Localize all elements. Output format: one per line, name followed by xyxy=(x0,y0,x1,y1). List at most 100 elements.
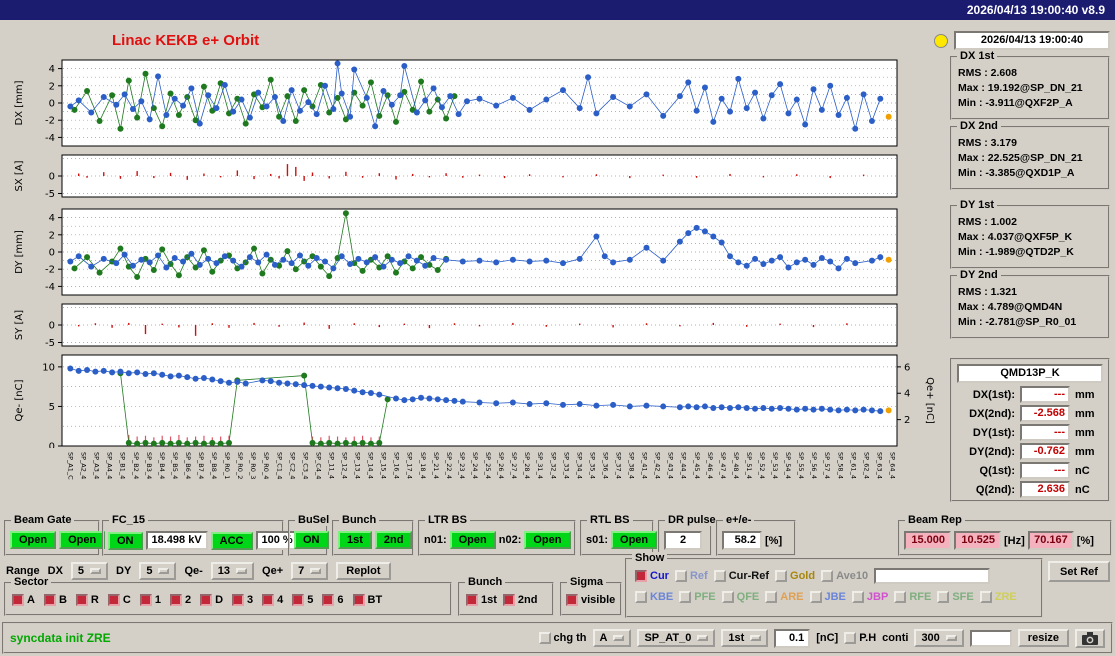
stat-panel-dx-1st: DX 1st RMS : 2.608 Max : 19.192@SP_DN_21… xyxy=(950,50,1110,120)
checkbox-label: QFE xyxy=(736,591,760,603)
checkbox-indicator-icon xyxy=(75,594,88,606)
beam-gate-1-button[interactable]: Open xyxy=(10,531,57,549)
checkbox-2[interactable]: 2 xyxy=(169,594,191,606)
checkbox-1st[interactable]: 1st xyxy=(466,594,497,606)
snapshot-button[interactable] xyxy=(1075,628,1105,648)
svg-text:SP_22_4: SP_22_4 xyxy=(445,452,453,479)
timestamp-display: 2026/04/13 19:00:40 xyxy=(954,31,1110,50)
svg-text:SP_27_4: SP_27_4 xyxy=(510,452,518,479)
interval-entry[interactable] xyxy=(969,629,1012,647)
svg-text:SP_B7_4: SP_B7_4 xyxy=(197,452,205,479)
range-dy-dropdown[interactable]: 5 xyxy=(139,562,177,580)
monitor-row: DY(1st): --- mm xyxy=(957,424,1103,441)
sigma-panel: Sigma visible xyxy=(560,576,622,616)
svg-text:SP_33_4: SP_33_4 xyxy=(562,452,570,479)
svg-text:SY [A]: SY [A] xyxy=(14,310,25,340)
checkbox-label: 1 xyxy=(154,594,161,606)
checkbox-2nd[interactable]: 2nd xyxy=(502,594,537,606)
magnet-name-display[interactable]: QMD13P_K xyxy=(957,364,1103,383)
svg-text:SP_64_4: SP_64_4 xyxy=(888,452,896,479)
range-controls: Range DX 5 DY 5 Qe- 13 Qe+ 7 Replot xyxy=(6,559,391,583)
checkbox-ref[interactable]: Ref xyxy=(674,570,708,582)
interval-dropdown[interactable]: 300 xyxy=(914,629,964,647)
svg-text:DX [mm]: DX [mm] xyxy=(14,80,25,125)
checkbox-cur-ref[interactable]: Cur-Ref xyxy=(713,570,769,582)
checkbox-kbe[interactable]: KBE xyxy=(635,591,673,603)
svg-text:SP_A1_C: SP_A1_C xyxy=(67,452,75,480)
svg-text:-5: -5 xyxy=(45,189,55,199)
checkbox-zre[interactable]: ZRE xyxy=(979,591,1017,603)
checkbox-cur[interactable]: Cur xyxy=(635,570,669,582)
checkbox-3[interactable]: 3 xyxy=(232,594,253,606)
checkbox-ave10[interactable]: Ave10 xyxy=(821,570,868,582)
checkbox-label: 4 xyxy=(277,594,284,606)
set-ref-button[interactable]: Set Ref xyxy=(1048,561,1110,582)
monitor-unit: nC xyxy=(1075,483,1090,496)
replot-button[interactable]: Replot xyxy=(336,562,391,580)
checkbox-6[interactable]: 6 xyxy=(322,594,344,606)
chg-th-checkbox[interactable]: chg th xyxy=(538,632,587,644)
range-qep-dropdown[interactable]: 7 xyxy=(291,562,329,580)
monitor-value: --- xyxy=(1020,386,1070,403)
bunch-1st-button[interactable]: 1st xyxy=(338,531,372,549)
svg-text:SP_B4_4: SP_B4_4 xyxy=(158,452,166,479)
checkbox-a[interactable]: A xyxy=(12,594,35,606)
checkbox-qfe[interactable]: QFE xyxy=(721,591,760,603)
checkbox-rfe[interactable]: RFE xyxy=(894,591,931,603)
checkbox-5[interactable]: 5 xyxy=(292,594,313,606)
checkbox-gold[interactable]: Gold xyxy=(775,570,815,582)
checkbox-label: JBP xyxy=(866,591,889,603)
ref-name-input[interactable] xyxy=(874,568,991,584)
dr-pulse-entry[interactable]: 2 xyxy=(664,531,702,550)
checkbox-indicator-icon xyxy=(721,591,734,603)
bpm-dropdown[interactable]: SP_AT_0 xyxy=(637,629,716,647)
bunch-dropdown[interactable]: 1st xyxy=(721,629,769,647)
panel-legend: DR pulse xyxy=(665,514,719,526)
checkbox-d[interactable]: D xyxy=(200,594,223,606)
svg-text:SP_63_4: SP_63_4 xyxy=(875,452,883,479)
checkbox-jbp[interactable]: JBP xyxy=(851,591,889,603)
checkbox-indicator-icon xyxy=(674,570,687,582)
busel-on-button[interactable]: ON xyxy=(294,531,329,549)
beam-gate-2-button[interactable]: Open xyxy=(59,531,106,549)
svg-text:SP_61_4: SP_61_4 xyxy=(849,452,857,479)
stat-panel-dx-2nd: DX 2nd RMS : 3.179 Max : 22.525@SP_DN_21… xyxy=(950,120,1110,190)
svg-text:0: 0 xyxy=(49,248,55,259)
svg-text:SP_56_4: SP_56_4 xyxy=(810,452,818,479)
resize-button[interactable]: resize xyxy=(1017,629,1069,647)
ltr-n01-open-button[interactable]: Open xyxy=(449,531,496,549)
mode-dropdown[interactable]: A xyxy=(592,629,632,647)
rtl-s01-label: s01: xyxy=(586,534,609,546)
checkbox-bt[interactable]: BT xyxy=(352,594,383,606)
svg-text:10: 10 xyxy=(42,362,55,373)
ltr-n02-open-button[interactable]: Open xyxy=(524,531,571,549)
panel-legend: Sector xyxy=(11,576,52,588)
checkbox-jbe[interactable]: JBE xyxy=(809,591,846,603)
stat-panel-dy-1st: DY 1st RMS : 1.002 Max : 4.037@QXF5P_K M… xyxy=(950,199,1110,269)
monitor-label: DX(1st): xyxy=(972,388,1015,401)
fc15-on-button[interactable]: ON xyxy=(108,531,143,550)
range-dx-dropdown[interactable]: 5 xyxy=(70,562,109,580)
checkbox-pfe[interactable]: PFE xyxy=(679,591,716,603)
rtl-s01-open-button[interactable]: Open xyxy=(611,531,658,549)
checkbox-visible[interactable]: visible xyxy=(566,594,615,606)
checkbox-r[interactable]: R xyxy=(75,594,99,606)
fc15-acc-button[interactable]: ACC xyxy=(210,531,253,550)
beam-status-indicator-icon xyxy=(934,34,948,48)
checkbox-sfe[interactable]: SFE xyxy=(937,591,974,603)
dropdown-value: 300 xyxy=(921,632,940,644)
checkbox-c[interactable]: C xyxy=(107,594,131,606)
bunch-2nd-button[interactable]: 2nd xyxy=(374,531,413,549)
dropdown-value: 7 xyxy=(298,565,305,577)
threshold-entry[interactable]: 0.1 xyxy=(774,628,811,648)
checkbox-4[interactable]: 4 xyxy=(262,594,283,606)
checkbox-label: BT xyxy=(367,594,383,606)
ph-checkbox[interactable]: P.H xyxy=(844,632,876,644)
range-qem-dropdown[interactable]: 13 xyxy=(210,562,255,580)
checkbox-b[interactable]: B xyxy=(43,594,67,606)
checkbox-are[interactable]: ARE xyxy=(765,591,804,603)
monitor-row: DY(2nd): -0.762 mm xyxy=(957,443,1103,460)
checkbox-indicator-icon xyxy=(322,594,335,606)
checkbox-1[interactable]: 1 xyxy=(139,594,161,606)
svg-text:2: 2 xyxy=(49,230,55,241)
